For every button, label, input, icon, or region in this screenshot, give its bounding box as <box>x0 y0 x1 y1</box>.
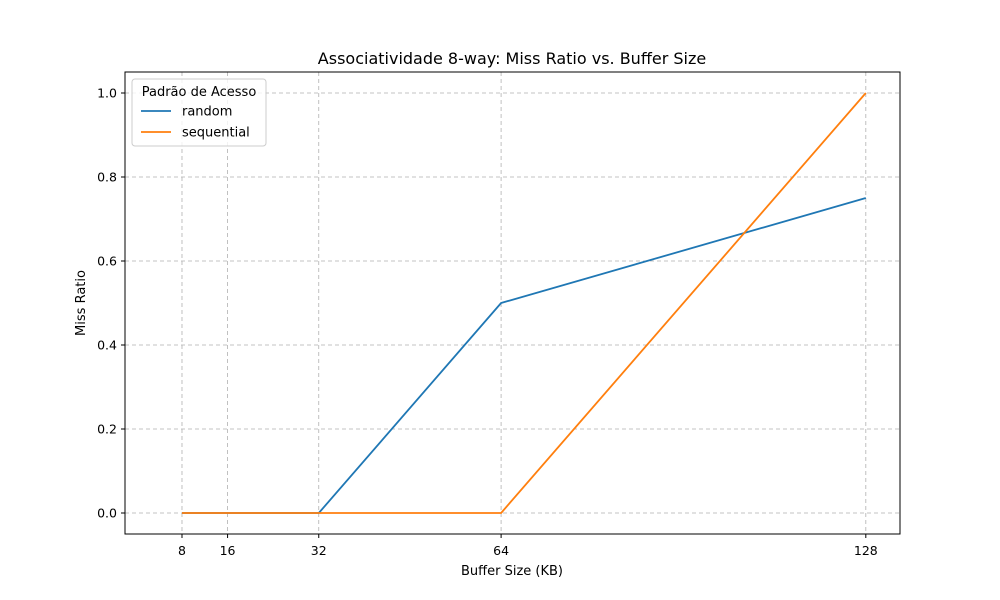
x-tick-label: 128 <box>854 543 878 558</box>
legend: Padrão de Acesso random sequential <box>131 78 267 147</box>
y-tick-label: 0.6 <box>97 254 117 269</box>
y-tick-label: 0.4 <box>97 338 117 353</box>
y-axis: 0.0 0.2 0.4 0.6 0.8 1.0 <box>97 86 125 521</box>
x-tick-label: 16 <box>220 543 236 558</box>
y-axis-label: Miss Ratio <box>74 270 89 336</box>
legend-box <box>131 78 267 147</box>
x-tick-label: 64 <box>493 543 509 558</box>
y-tick-label: 0.2 <box>97 422 117 437</box>
x-tick-label: 32 <box>311 543 327 558</box>
legend-title: Padrão de Acesso <box>142 85 257 100</box>
chart-title: Associatividade 8-way: Miss Ratio vs. Bu… <box>318 49 706 68</box>
y-tick-label: 0.0 <box>97 506 117 521</box>
plot-frame <box>124 71 901 535</box>
series-lines <box>182 92 867 514</box>
series-line-random <box>182 197 867 514</box>
x-axis: 8 16 32 64 128 <box>178 534 878 558</box>
x-axis-label: Buffer Size (KB) <box>461 564 563 579</box>
y-tick-label: 0.8 <box>97 170 117 185</box>
y-tick-label: 1.0 <box>97 86 117 101</box>
legend-label-sequential: sequential <box>182 126 250 141</box>
series-line-sequential <box>182 92 867 514</box>
legend-label-random: random <box>182 105 232 120</box>
x-tick-label: 8 <box>178 543 186 558</box>
